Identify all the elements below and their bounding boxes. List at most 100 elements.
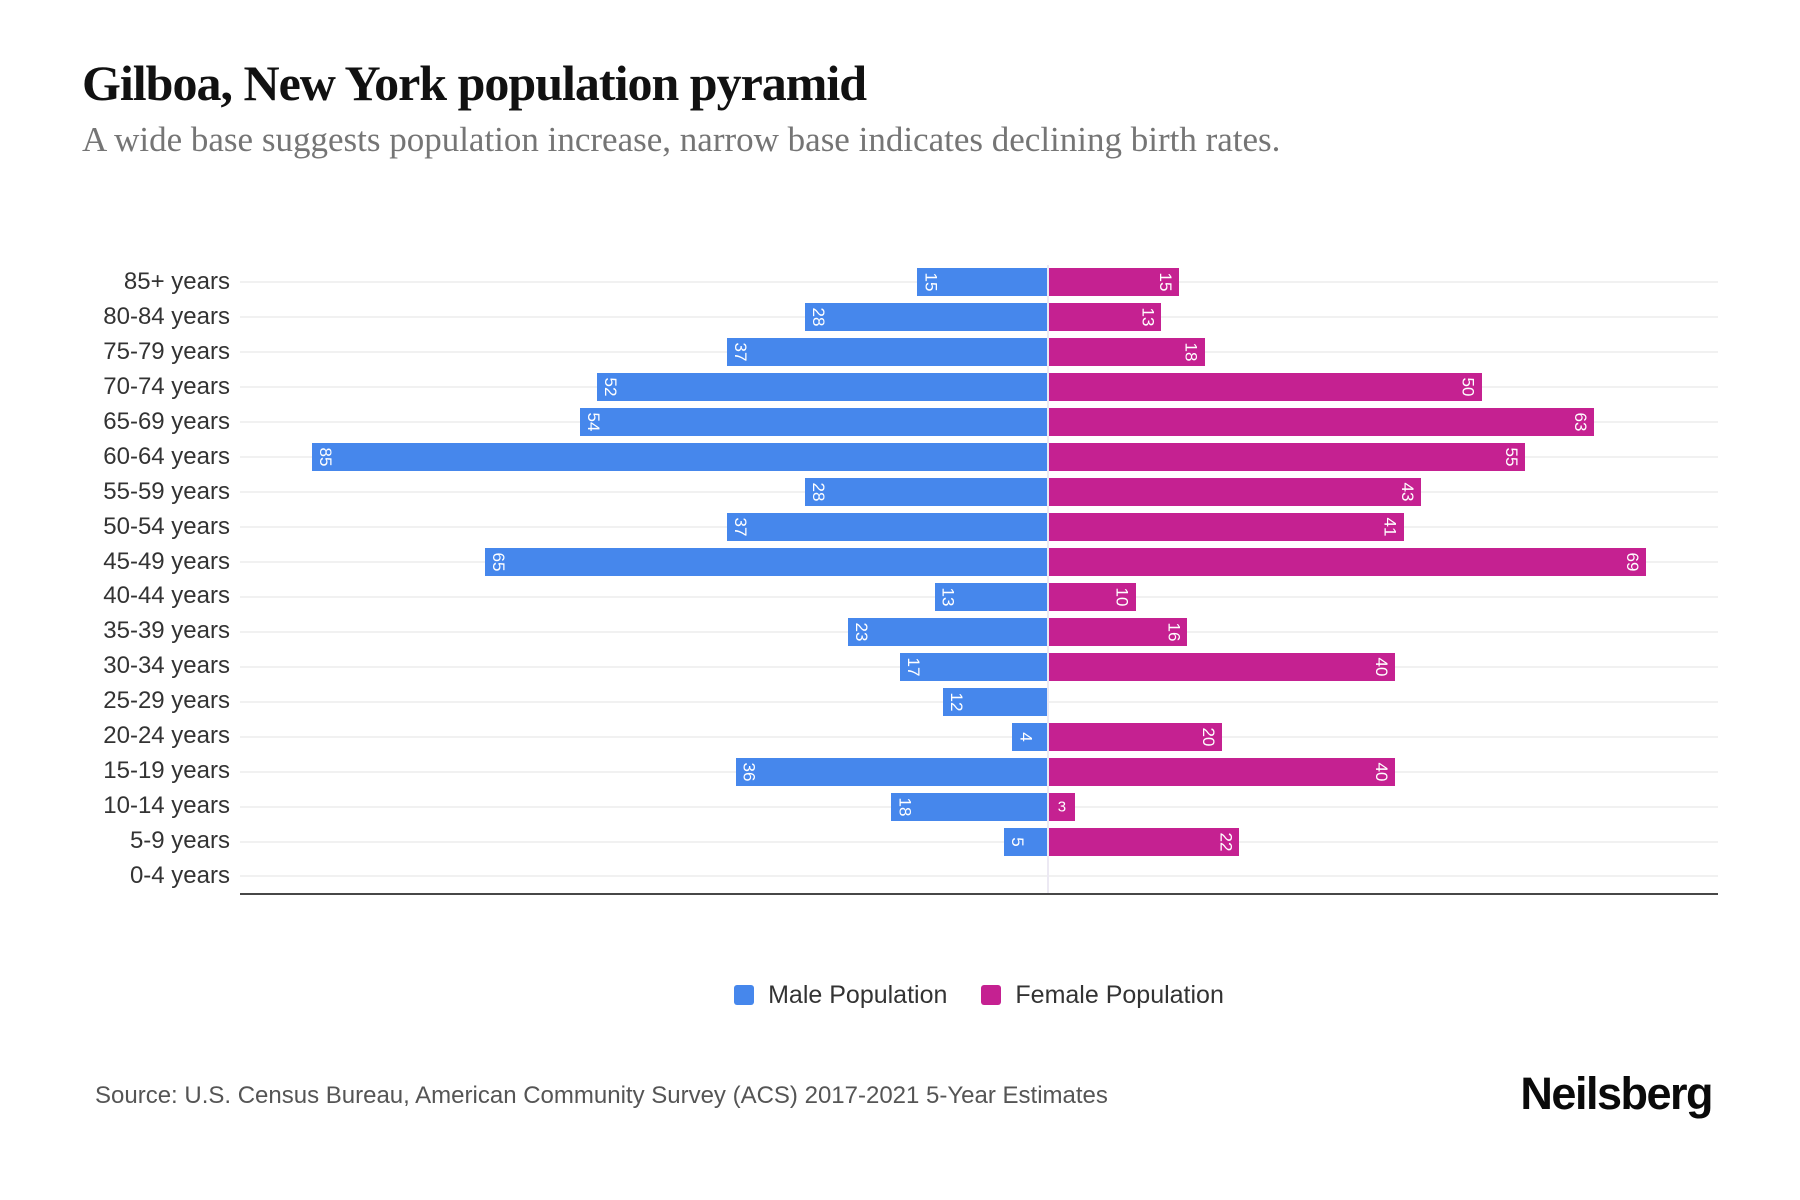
female-bar[interactable]: 15	[1049, 268, 1179, 297]
female-bar[interactable]: 13	[1049, 303, 1162, 332]
age-group-label: 30-34 years	[103, 652, 230, 680]
male-bar-value: 18	[895, 797, 915, 817]
female-bar-value: 10	[1112, 587, 1132, 607]
male-bar[interactable]: 5	[1003, 827, 1047, 856]
pyramid-row: 20-24 years 4 20	[0, 719, 1800, 754]
male-bar-value: 28	[808, 482, 828, 502]
pyramid-row: 65-69 years 54 63	[0, 405, 1800, 440]
female-bar[interactable]: 3	[1049, 792, 1075, 821]
age-group-label: 35-39 years	[103, 617, 230, 645]
male-bar-value: 13	[938, 587, 958, 607]
pyramid-row: 75-79 years 37 18	[0, 335, 1800, 370]
female-bar[interactable]: 69	[1049, 547, 1646, 576]
male-bar[interactable]: 28	[804, 478, 1047, 507]
male-bar[interactable]: 36	[735, 757, 1047, 786]
female-bar[interactable]: 20	[1049, 722, 1222, 751]
female-bar[interactable]: 22	[1049, 827, 1240, 856]
female-bar[interactable]: 16	[1049, 617, 1188, 646]
male-bar[interactable]: 23	[848, 617, 1047, 646]
age-group-label: 40-44 years	[103, 582, 230, 610]
male-bar-value: 54	[583, 412, 603, 432]
male-bar-value: 65	[488, 552, 508, 572]
pyramid-row: 30-34 years 17 40	[0, 649, 1800, 684]
legend-item-male[interactable]: Male Population	[734, 981, 947, 1010]
age-group-label: 60-64 years	[103, 442, 230, 470]
female-bar-value: 55	[1501, 447, 1521, 467]
female-bar-value: 3	[1057, 798, 1067, 816]
chart-title: Gilboa, New York population pyramid	[82, 55, 867, 111]
female-bar-value: 43	[1397, 482, 1417, 502]
age-group-label: 55-59 years	[103, 477, 230, 505]
age-group-label: 45-49 years	[103, 547, 230, 575]
female-bar[interactable]: 50	[1049, 373, 1482, 402]
pyramid-row: 80-84 years 28 13	[0, 300, 1800, 335]
male-bar[interactable]: 13	[934, 582, 1047, 611]
male-bar[interactable]: 18	[891, 792, 1047, 821]
male-bar-value: 5	[1007, 836, 1027, 847]
male-bar-value: 17	[903, 657, 923, 677]
pyramid-row: 55-59 years 28 43	[0, 475, 1800, 510]
male-bar[interactable]: 4	[1012, 722, 1047, 751]
female-bar[interactable]: 55	[1049, 443, 1525, 472]
age-group-label: 20-24 years	[103, 722, 230, 750]
age-group-label: 75-79 years	[103, 337, 230, 365]
male-bar[interactable]: 37	[726, 513, 1047, 542]
female-bar-value: 69	[1622, 552, 1642, 572]
population-pyramid-plot: 85+ years 15 15 80-84 years 28 13 75-79 years 3…	[0, 265, 1800, 925]
age-group-label: 80-84 years	[103, 302, 230, 330]
pyramid-row: 60-64 years 85 55	[0, 440, 1800, 475]
female-bar-value: 20	[1199, 727, 1218, 747]
male-bar[interactable]: 52	[597, 373, 1047, 402]
male-bar[interactable]: 17	[899, 652, 1047, 681]
age-group-label: 50-54 years	[103, 512, 230, 540]
female-bar-value: 41	[1380, 517, 1400, 537]
female-bar[interactable]: 40	[1049, 652, 1395, 681]
male-bar[interactable]: 54	[579, 408, 1047, 437]
female-bar[interactable]: 63	[1049, 408, 1594, 437]
female-bar[interactable]: 40	[1049, 757, 1395, 786]
source-attribution: Source: U.S. Census Bureau, American Com…	[95, 1082, 1108, 1109]
chart-legend: Male Population Female Population	[240, 975, 1718, 1015]
female-bar[interactable]: 10	[1049, 582, 1136, 611]
female-bar-value: 40	[1372, 657, 1391, 677]
male-legend-label: Male Population	[768, 980, 948, 1009]
male-bar[interactable]: 65	[484, 547, 1047, 576]
female-bar[interactable]: 43	[1049, 478, 1421, 507]
female-bar[interactable]: 18	[1049, 338, 1205, 367]
male-bar[interactable]: 28	[804, 303, 1047, 332]
female-legend-label: Female Population	[1015, 980, 1224, 1009]
pyramid-row: 0-4 years	[0, 859, 1800, 894]
female-bar-value: 63	[1570, 412, 1590, 432]
age-group-label: 25-29 years	[103, 687, 230, 715]
male-bar-value: 15	[921, 273, 941, 292]
row-gridline	[240, 875, 1718, 878]
legend-item-female[interactable]: Female Population	[981, 980, 1224, 1010]
female-bar-value: 40	[1372, 762, 1391, 782]
row-gridline	[240, 840, 1718, 843]
female-bar-value: 22	[1216, 832, 1236, 851]
pyramid-row: 25-29 years 12	[0, 684, 1800, 719]
male-bar-value: 37	[730, 342, 750, 362]
age-group-label: 10-14 years	[103, 792, 230, 820]
age-group-label: 85+ years	[123, 268, 230, 295]
pyramid-row: 5-9 years 5 22	[0, 824, 1800, 859]
age-group-label: 0-4 years	[129, 861, 230, 889]
female-bar-value: 18	[1181, 342, 1201, 362]
pyramid-row: 70-74 years 52 50	[0, 370, 1800, 405]
male-bar[interactable]: 37	[726, 338, 1047, 367]
pyramid-row: 50-54 years 37 41	[0, 510, 1800, 545]
pyramid-row: 10-14 years 18 3	[0, 789, 1800, 824]
center-axis-line	[1047, 265, 1049, 894]
pyramid-row: 40-44 years 13 10	[0, 579, 1800, 614]
male-bar[interactable]: 85	[311, 443, 1047, 472]
male-bar[interactable]: 15	[917, 268, 1047, 297]
male-bar-value: 52	[601, 377, 621, 397]
male-bar-value: 37	[730, 517, 750, 537]
female-bar-value: 50	[1458, 377, 1478, 397]
male-bar-value: 23	[852, 622, 872, 642]
female-bar-value: 16	[1164, 622, 1184, 642]
female-bar[interactable]: 41	[1049, 513, 1404, 542]
male-bar[interactable]: 12	[943, 687, 1047, 716]
pyramid-row: 35-39 years 23 16	[0, 614, 1800, 649]
